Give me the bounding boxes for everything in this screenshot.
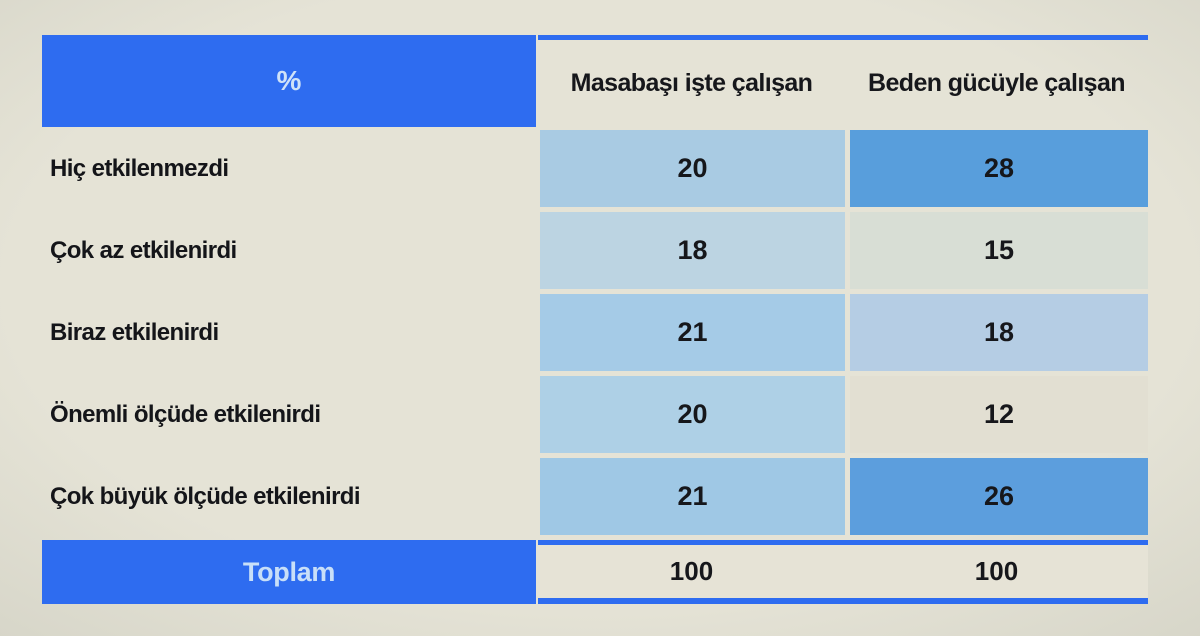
percent-label: % [276,65,302,96]
row-label: Biraz etkilenirdi [50,318,219,346]
total-values: 100 100 [538,540,1148,604]
row-label: Çok az etkilenirdi [50,236,237,264]
total-cell: 100 [974,556,1019,586]
data-cell: 26 [850,458,1148,535]
data-cell: 18 [850,294,1148,371]
column-header-masabasi: Masabaşı işte çalışan [570,69,813,97]
column-headers: Masabaşı işte çalışan Beden gücüyle çalı… [538,35,1148,127]
table-row: Çok az etkilenirdi 18 15 [42,212,1148,289]
row-label: Çok büyük ölçüde etkilenirdi [50,482,361,510]
data-cell: 20 [540,376,845,453]
total-cell: 100 [669,556,714,586]
data-cell: 18 [540,212,845,289]
table-row: Biraz etkilenirdi 21 18 [42,294,1148,371]
data-cell: 28 [850,130,1148,207]
row-label: Önemli ölçüde etkilenirdi [50,400,321,428]
total-row: Toplam 100 100 [42,540,1148,604]
data-cell: 21 [540,294,845,371]
total-label-cell: Toplam [42,540,536,604]
data-cell: 12 [850,376,1148,453]
table-body: Hiç etkilenmezdi 20 28 Çok az etkilenird… [42,130,1148,535]
row-label: Hiç etkilenmezdi [50,154,229,182]
corner-percent-cell: % [42,35,536,127]
survey-results-table: % Masabaşı işte çalışan Beden gücüyle ça… [42,35,1148,604]
table-row: Önemli ölçüde etkilenirdi 20 12 [42,376,1148,453]
data-cell: 21 [540,458,845,535]
table-header-row: % Masabaşı işte çalışan Beden gücüyle ça… [42,35,1148,127]
table-row: Hiç etkilenmezdi 20 28 [42,130,1148,207]
data-cell: 20 [540,130,845,207]
column-header-beden: Beden gücüyle çalışan [868,69,1126,97]
total-label: Toplam [242,556,336,587]
data-cell: 15 [850,212,1148,289]
table-row: Çok büyük ölçüde etkilenirdi 21 26 [42,458,1148,535]
